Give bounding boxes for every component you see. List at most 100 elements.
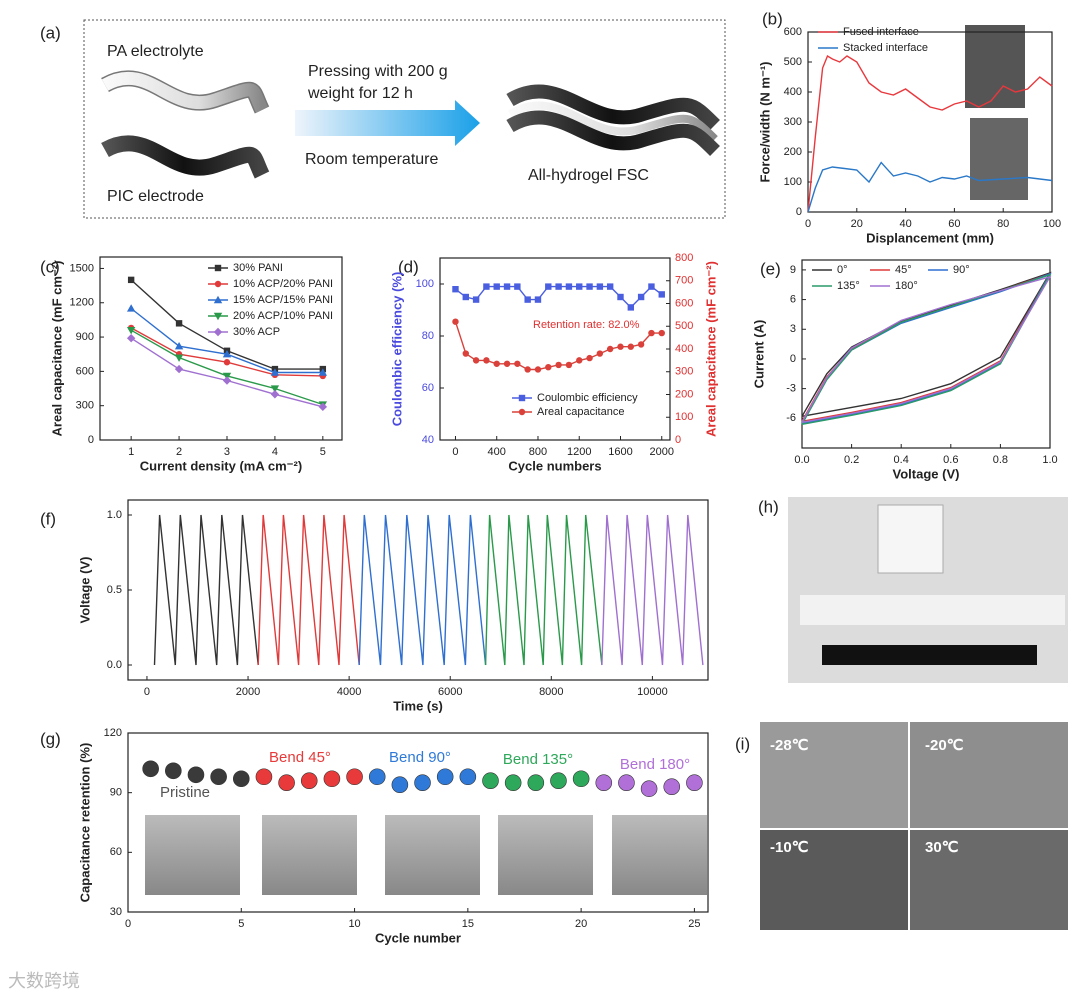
marker xyxy=(462,350,469,357)
y2-tick-label: 700 xyxy=(675,275,693,287)
marker xyxy=(483,357,490,364)
point xyxy=(572,770,590,788)
series-line xyxy=(257,514,360,666)
y-tick-label: 200 xyxy=(784,146,802,158)
marker xyxy=(637,293,645,301)
y-tick-label: 120 xyxy=(104,727,122,739)
y-tick-label: -3 xyxy=(786,383,796,395)
y-tick-label: 1200 xyxy=(70,297,94,309)
plot-frame xyxy=(127,732,709,913)
point xyxy=(278,774,295,792)
point xyxy=(595,774,613,792)
legend-marker xyxy=(213,295,223,304)
marker xyxy=(174,354,184,362)
marker xyxy=(318,368,328,376)
x-tick-label: 0.4 xyxy=(894,454,909,466)
label: All-hydrogel FSC xyxy=(528,167,649,184)
y-axis-label: Capacitance retention (%) xyxy=(77,743,92,903)
x-axis-label: Current density (mA cm⁻²) xyxy=(140,458,302,473)
point xyxy=(663,778,681,796)
marker xyxy=(472,296,480,303)
marker xyxy=(617,293,624,301)
watermark: 大数跨境 xyxy=(8,971,80,991)
x-tick-label: 0.8 xyxy=(993,454,1008,466)
fsc-bottom xyxy=(506,110,720,156)
group-label: Pristine xyxy=(160,784,210,801)
y2-tick-label: 500 xyxy=(675,320,693,332)
marker xyxy=(514,283,521,290)
legend-marker xyxy=(518,394,526,402)
y-tick-label: 300 xyxy=(76,400,94,412)
legend-label: 30% ACP xyxy=(233,326,280,338)
y-tick-label: 600 xyxy=(784,26,802,38)
legend-label: 180° xyxy=(895,280,918,292)
marker xyxy=(596,350,604,357)
marker xyxy=(534,296,542,303)
marker xyxy=(126,327,136,335)
series-line xyxy=(801,275,1052,423)
point xyxy=(527,774,545,792)
point xyxy=(255,768,273,786)
x-tick-label: 800 xyxy=(529,446,547,458)
label: PIC electrode xyxy=(107,188,204,205)
legend-label: 135° xyxy=(837,280,860,292)
process-arrow xyxy=(295,100,480,146)
x-tick-label: 0 xyxy=(452,446,458,458)
marker xyxy=(175,320,183,327)
marker xyxy=(222,350,232,358)
marker xyxy=(270,385,280,393)
panel-label: (f) xyxy=(40,509,56,528)
y-tick-label: 60 xyxy=(110,846,122,858)
x-tick-label: 60 xyxy=(948,218,960,230)
x-tick-label: 0.0 xyxy=(794,454,809,466)
y-axis-label: Voltage (V) xyxy=(77,557,92,624)
plot-frame xyxy=(99,256,343,441)
y-tick-label: 300 xyxy=(784,116,802,128)
x-tick-label: 0.2 xyxy=(844,454,859,466)
group-label: Bend 135° xyxy=(503,751,573,768)
y-tick-label: 40 xyxy=(422,434,434,446)
legend-label: 0° xyxy=(837,264,848,276)
series-line xyxy=(130,329,324,406)
point xyxy=(482,772,499,790)
x-axis-label: Displancement (mm) xyxy=(866,230,994,245)
y-tick-label: 400 xyxy=(784,86,802,98)
x-tick-label: 400 xyxy=(488,446,506,458)
marker xyxy=(524,366,531,373)
x-tick-label: 80 xyxy=(997,218,1009,230)
y-axis-label: Force/width (N m⁻¹) xyxy=(757,62,772,183)
y-tick-label: 0 xyxy=(790,353,796,365)
x-tick-label: 1.0 xyxy=(1042,454,1057,466)
marker xyxy=(514,360,521,367)
marker xyxy=(503,283,511,290)
point xyxy=(300,772,318,790)
point xyxy=(368,768,386,786)
x-tick-label: 5 xyxy=(320,446,326,458)
series-line xyxy=(807,54,1053,213)
point xyxy=(232,770,250,788)
point xyxy=(504,774,522,792)
photo-label: -20℃ xyxy=(925,737,964,754)
y-tick-label: 6 xyxy=(790,293,796,305)
y2-axis-label: Areal capacitance (mF cm⁻²) xyxy=(703,261,718,437)
x-tick-label: 2000 xyxy=(650,446,674,458)
y2-tick-label: 100 xyxy=(675,411,693,423)
photo xyxy=(262,815,357,895)
marker xyxy=(627,343,635,350)
plot-frame xyxy=(801,259,1051,449)
x-tick-label: 10000 xyxy=(637,686,668,698)
x-tick-label: 15 xyxy=(462,918,474,930)
x-tick-label: 4000 xyxy=(337,686,361,698)
annotation: Retention rate: 82.0% xyxy=(533,319,640,331)
photo xyxy=(910,722,1068,828)
panel-label: (h) xyxy=(758,497,779,516)
marker xyxy=(452,318,459,325)
label: Room temperature xyxy=(305,151,438,168)
x-tick-label: 3 xyxy=(224,446,230,458)
marker xyxy=(472,357,480,364)
series-line xyxy=(358,514,487,666)
y-axis-label: Current (A) xyxy=(751,320,766,389)
y-tick-label: -6 xyxy=(786,412,796,424)
x-tick-label: 0 xyxy=(144,686,150,698)
electrode-layer xyxy=(101,135,270,179)
